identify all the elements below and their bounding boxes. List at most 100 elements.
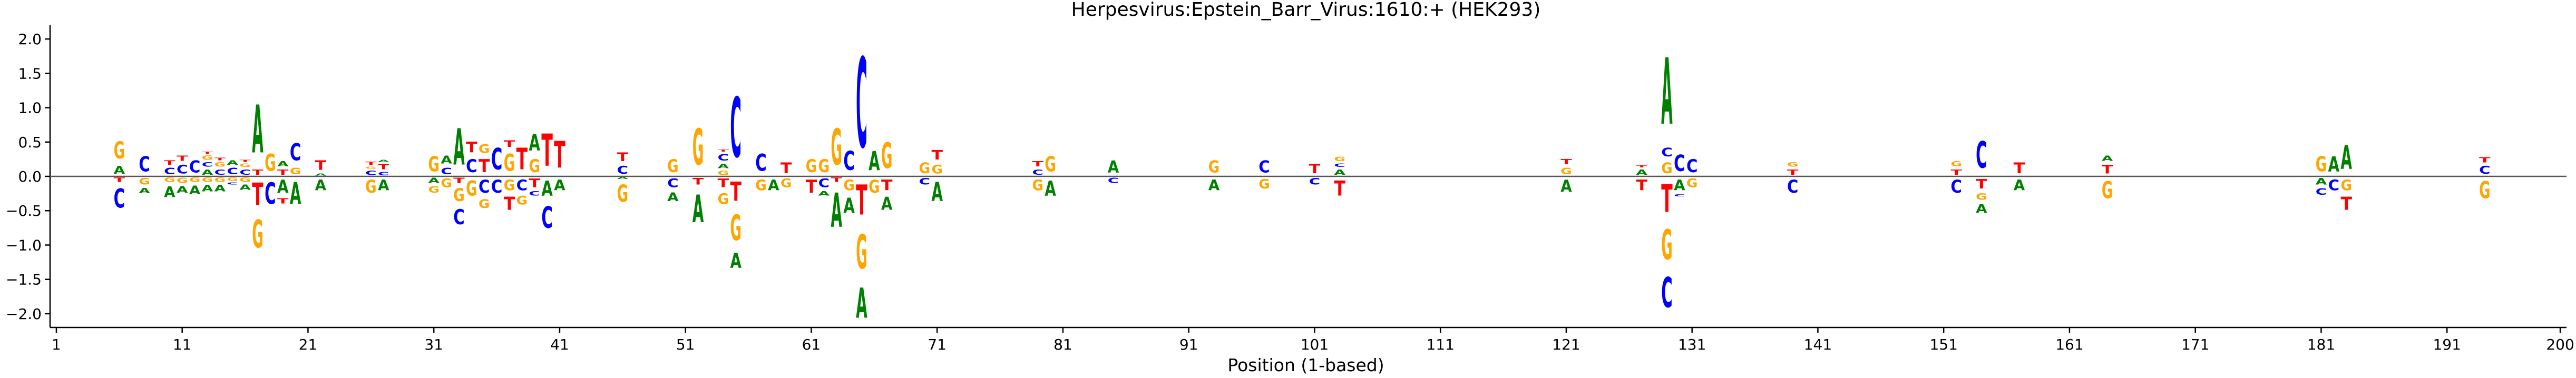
logo-letter-G: G: [214, 176, 226, 183]
logo-letter-C: C: [2328, 176, 2339, 194]
logo-letter-G: G: [919, 160, 930, 177]
logo-letter-A: A: [831, 184, 842, 238]
logo-letter-C: C: [177, 163, 188, 177]
logo-letter-G: G: [214, 161, 226, 168]
x-tick-label: 191: [2433, 336, 2461, 353]
logo-letter-C: C: [1309, 176, 1320, 187]
logo-letter-T: T: [617, 151, 629, 164]
logo-letter-C: C: [919, 176, 930, 187]
logo-letter-T: T: [252, 168, 264, 176]
logo-letter-C: C: [1032, 168, 1043, 176]
logo-letter-G: G: [1560, 167, 1572, 177]
x-tick-label: 131: [1678, 336, 1706, 353]
logo-letter-G: G: [1258, 176, 1270, 192]
chart-title: Herpesvirus:Epstein_Barr_Virus:1610:+ (H…: [1071, 0, 1541, 21]
logo-letter-A: A: [164, 183, 175, 201]
logo-letter-C: C: [466, 156, 477, 176]
logo-letter-A: A: [1334, 168, 1345, 176]
logo-letter-G: G: [881, 135, 892, 176]
x-tick-label: 21: [299, 336, 318, 353]
logo-letter-A: A: [869, 145, 880, 176]
logo-letter-G: G: [780, 176, 792, 191]
logo-letter-G: G: [869, 177, 880, 197]
logo-letter-C: C: [541, 201, 552, 235]
logo-letter-A: A: [2014, 176, 2025, 194]
logo-letter-T: T: [692, 176, 704, 186]
logo-letter-C: C: [202, 162, 213, 168]
logo-letter-T: T: [164, 159, 175, 166]
logo-letter-C: C: [1686, 156, 1697, 176]
logo-letter-G: G: [365, 166, 376, 170]
logo-letter-G: G: [718, 191, 729, 207]
logo-letter-T: T: [1636, 165, 1647, 168]
logo-letter-A: A: [378, 176, 389, 194]
x-tick-label: 61: [802, 336, 821, 353]
logo-letter-C: C: [1661, 269, 1672, 317]
logo-letter-A: A: [931, 176, 943, 207]
logo-letter-G: G: [1976, 192, 1987, 202]
logo-letter-A: A: [315, 173, 327, 176]
logo-letter-A: A: [554, 176, 565, 194]
logo-letter-A: A: [277, 177, 289, 197]
logo-letter-G: G: [290, 167, 301, 177]
logo-letter-A: A: [378, 159, 389, 163]
logo-letter-A: A: [2316, 177, 2327, 187]
logo-letter-G: G: [667, 156, 678, 177]
logo-letter-G: G: [2340, 177, 2351, 194]
logo-letter-T: T: [718, 149, 729, 152]
logo-letter-T: T: [554, 134, 565, 176]
logo-letter-C: C: [365, 170, 376, 176]
logo-letter-T: T: [806, 176, 817, 197]
logo-letter-T: T: [277, 197, 289, 205]
logo-letter-G: G: [931, 163, 942, 177]
x-tick-label: 200: [2546, 336, 2574, 353]
logo-letter-A: A: [315, 176, 327, 194]
y-tick-label: 0.0: [18, 168, 42, 185]
logo-letter-G: G: [239, 176, 250, 183]
logo-letter-G: G: [2479, 176, 2490, 204]
logo-letter-G: G: [806, 156, 817, 177]
logo-letter-T: T: [466, 139, 477, 156]
logo-letter-C: C: [290, 138, 301, 166]
logo-letter-C: C: [667, 177, 678, 191]
logo-letter-G: G: [504, 149, 515, 176]
x-tick-label: 141: [1804, 336, 1832, 353]
logo-letter-C: C: [718, 152, 729, 163]
logo-letter-G: G: [718, 170, 729, 176]
logo-letter-C: C: [1674, 150, 1685, 176]
x-tick-label: 171: [2181, 336, 2209, 353]
logo-letter-A: A: [2102, 155, 2113, 163]
logo-letter-A: A: [214, 184, 226, 194]
logo-letter-T: T: [453, 176, 465, 184]
logo-letter-T: T: [239, 160, 251, 163]
logo-letter-C: C: [227, 182, 238, 185]
logo-letter-C: C: [239, 168, 250, 176]
logo-letter-C: C: [378, 171, 389, 176]
logo-letter-G: G: [466, 176, 477, 201]
logo-letter-A: A: [541, 177, 553, 201]
logo-letter-A: A: [730, 249, 741, 273]
logo-letter-A: A: [1636, 168, 1647, 176]
logo-letter-C: C: [818, 177, 830, 191]
logo-letter-T: T: [1309, 162, 1321, 177]
y-axis: −2.0 −1.5 −1.0 −0.5 0.0 0.5 1.0 1.5 2.0: [6, 25, 51, 327]
logo-letter-A: A: [202, 168, 213, 176]
logo-letter-A: A: [881, 194, 893, 214]
logo-letter-A: A: [818, 190, 830, 197]
logo-letter-G: G: [177, 176, 188, 184]
y-tick-label: 1.5: [18, 65, 42, 82]
x-tick-label: 71: [928, 336, 947, 353]
logo-letter-C: C: [453, 206, 464, 230]
logo-letter-G: G: [692, 118, 704, 176]
logo-letter-T: T: [1976, 176, 1987, 192]
y-tick-label: −1.5: [6, 271, 42, 289]
logo-letter-C: C: [1787, 177, 1798, 197]
logo-letter-A: A: [1560, 176, 1572, 195]
logo-letter-C: C: [479, 177, 490, 197]
logo-letter-A: A: [1045, 177, 1056, 201]
logo-letter-T: T: [529, 177, 540, 190]
logo-letter-T: T: [277, 168, 289, 176]
logo-letter-T: T: [730, 176, 741, 207]
logo-letter-T: T: [177, 155, 188, 163]
x-tick-label: 151: [1929, 336, 1957, 353]
